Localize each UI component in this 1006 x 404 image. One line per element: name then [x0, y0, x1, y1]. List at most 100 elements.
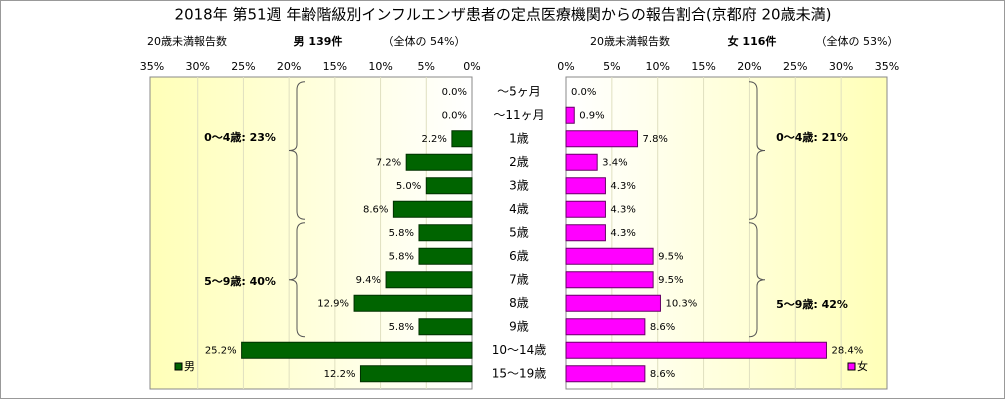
- value-label: 9.4%: [356, 275, 381, 286]
- category-label: ～5ヶ月: [497, 84, 541, 98]
- category-label: 10～14歳: [492, 343, 547, 357]
- group-annotation: 5～9歳: 42%: [776, 297, 848, 311]
- bar: [385, 271, 473, 289]
- x-tick-label: 0%: [463, 60, 480, 73]
- category-label: 9歳: [509, 319, 529, 333]
- x-tick-label: 20%: [277, 60, 301, 73]
- bar: [565, 200, 606, 218]
- legend-label: 女: [857, 359, 868, 373]
- bar: [353, 294, 473, 312]
- group-annotation: 5～9歳: 40%: [204, 274, 276, 288]
- bar: [565, 130, 639, 148]
- bar: [241, 341, 473, 359]
- x-tick-label: 20%: [737, 60, 761, 73]
- value-label: 5.0%: [396, 181, 421, 192]
- bar: [565, 106, 575, 124]
- category-label: 2歳: [509, 155, 529, 169]
- value-label: 0.0%: [442, 110, 467, 121]
- value-label: 25.2%: [205, 345, 237, 356]
- value-label: 5.8%: [389, 228, 414, 239]
- category-label: 5歳: [509, 225, 529, 239]
- brace: [288, 222, 306, 338]
- share-label: （全体の 53%）: [816, 34, 899, 48]
- x-tick-label: 10%: [368, 60, 392, 73]
- bar: [359, 365, 473, 383]
- brace: [748, 81, 766, 220]
- chart-title: 2018年 第51週 年齢階級別インフルエンザ患者の定点医療機関からの報告割合(…: [175, 6, 832, 24]
- x-tick-label: 35%: [875, 60, 899, 73]
- bar: [565, 318, 646, 336]
- bar: [405, 153, 473, 171]
- category-label: 7歳: [509, 272, 529, 286]
- brace: [288, 81, 306, 220]
- value-label: 28.4%: [831, 345, 863, 356]
- plot-area-right: [565, 76, 888, 390]
- count-label: 男 139件: [294, 34, 343, 48]
- value-label: 9.5%: [658, 275, 683, 286]
- category-label: 8歳: [509, 296, 529, 310]
- x-tick-label: 30%: [185, 60, 209, 73]
- bar: [565, 341, 827, 359]
- value-label: 0.9%: [579, 110, 604, 121]
- x-tick-label: 15%: [691, 60, 715, 73]
- brace: [748, 222, 766, 338]
- bar: [565, 294, 661, 312]
- value-label: 7.8%: [643, 134, 668, 145]
- value-label: 0.0%: [442, 87, 467, 98]
- bar: [392, 200, 473, 218]
- value-label: 4.3%: [610, 228, 635, 239]
- value-label: 8.6%: [650, 322, 675, 333]
- x-tick-label: 30%: [829, 60, 853, 73]
- x-tick-label: 0%: [557, 60, 574, 73]
- bar: [565, 247, 654, 265]
- value-label: 3.4%: [602, 157, 627, 168]
- bar: [418, 224, 473, 242]
- bar: [418, 247, 473, 265]
- legend-label: 男: [184, 360, 195, 373]
- x-tick-label: 35%: [140, 60, 164, 73]
- value-label: 8.6%: [363, 204, 388, 215]
- legend-swatch: [174, 362, 183, 371]
- share-label: （全体の 54%）: [383, 34, 466, 48]
- bar: [565, 177, 606, 195]
- category-label: 6歳: [509, 249, 529, 263]
- subtitle: 20歳未満報告数: [147, 35, 227, 48]
- value-label: 12.9%: [317, 298, 349, 309]
- value-label: 12.2%: [324, 369, 356, 380]
- bar: [565, 224, 606, 242]
- bar: [565, 153, 598, 171]
- subtitle: 20歳未満報告数: [590, 35, 670, 48]
- category-label: 15～19歳: [492, 366, 547, 380]
- value-label: 2.2%: [421, 134, 446, 145]
- bar: [425, 177, 473, 195]
- value-label: 4.3%: [610, 204, 635, 215]
- value-label: 5.8%: [389, 322, 414, 333]
- bar: [418, 318, 473, 336]
- legend-swatch: [847, 362, 856, 371]
- group-annotation: 0～4歳: 21%: [776, 130, 848, 144]
- bar: [451, 130, 473, 148]
- plot-area-left: [149, 76, 473, 390]
- bar: [565, 271, 654, 289]
- value-label: 10.3%: [665, 298, 697, 309]
- x-tick-label: 5%: [418, 60, 435, 73]
- category-label: 4歳: [509, 202, 529, 216]
- x-tick-label: 25%: [783, 60, 807, 73]
- x-tick-label: 5%: [603, 60, 620, 73]
- count-label: 女 116件: [728, 34, 777, 48]
- category-label: 1歳: [509, 131, 529, 145]
- x-tick-label: 10%: [645, 60, 669, 73]
- x-tick-label: 25%: [231, 60, 255, 73]
- value-label: 5.8%: [389, 251, 414, 262]
- value-label: 4.3%: [610, 181, 635, 192]
- value-label: 8.6%: [650, 369, 675, 380]
- value-label: 0.0%: [571, 87, 596, 98]
- value-label: 9.5%: [658, 251, 683, 262]
- bar: [565, 365, 646, 383]
- x-tick-label: 15%: [323, 60, 347, 73]
- value-label: 7.2%: [376, 157, 401, 168]
- category-label: ～11ヶ月: [493, 108, 544, 122]
- category-label: 3歳: [509, 178, 529, 192]
